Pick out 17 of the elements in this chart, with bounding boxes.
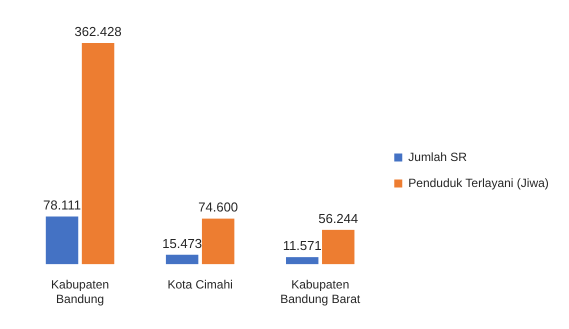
x-tick-label: Kabupaten Bandung <box>51 278 110 306</box>
data-label: 78.111 <box>43 198 81 213</box>
bar <box>286 257 318 264</box>
legend-label: Jumlah SR <box>408 150 468 164</box>
bar <box>202 218 234 264</box>
data-label: 11.571 <box>282 238 322 254</box>
data-label: 56.244 <box>318 210 358 226</box>
bar <box>166 254 198 264</box>
bar <box>322 230 354 264</box>
data-label: 74.600 <box>198 200 238 215</box>
data-label: 15.473 <box>162 236 202 251</box>
bar <box>46 216 78 264</box>
legend-label: Penduduk Terlayani (Jiwa) <box>408 176 549 190</box>
x-tick-label: Kota Cimahi <box>167 278 233 292</box>
bar <box>82 42 114 264</box>
x-tick-label: Kabupaten Bandung Barat <box>280 278 361 306</box>
data-label: 362.428 <box>74 24 122 40</box>
